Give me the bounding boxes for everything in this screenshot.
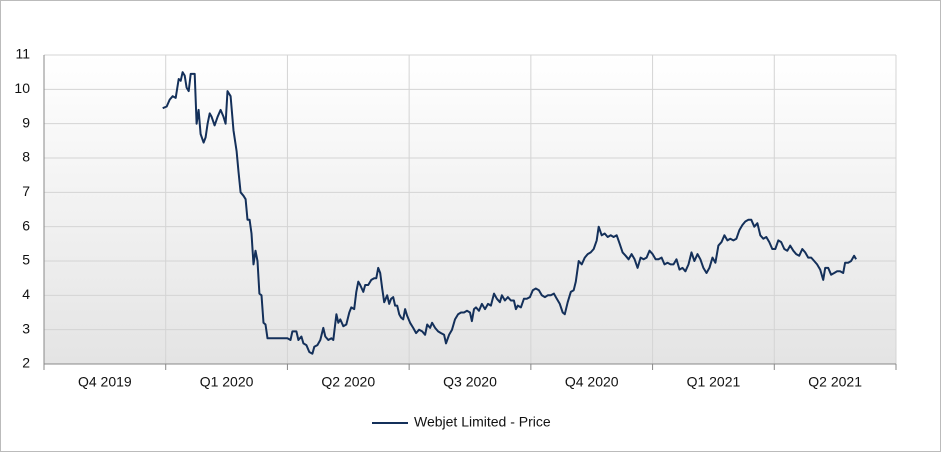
x-tick-label: Q2 2020	[321, 374, 375, 390]
x-tick-label: Q1 2021	[687, 374, 741, 390]
y-tick-label: 11	[15, 46, 30, 62]
x-tick-label: Q4 2019	[78, 374, 132, 390]
y-tick-label: 9	[22, 114, 30, 130]
y-tick-label: 6	[22, 217, 30, 233]
x-tick-label: Q3 2020	[443, 374, 497, 390]
y-tick-label: 7	[22, 183, 30, 199]
plot-area	[44, 55, 896, 364]
x-tick-label: Q4 2020	[565, 374, 619, 390]
x-tick-label: Q2 2021	[808, 374, 862, 390]
price-line	[162, 71, 857, 355]
y-tick-label: 3	[22, 320, 30, 336]
y-tick-label: 10	[14, 80, 30, 96]
legend-label: Webjet Limited - Price	[414, 414, 551, 430]
y-tick-label: 8	[22, 149, 30, 165]
y-tick-label: 2	[22, 355, 30, 371]
y-tick-label: 5	[22, 252, 30, 268]
x-tick-label: Q1 2020	[200, 374, 254, 390]
y-tick-label: 4	[22, 286, 30, 302]
